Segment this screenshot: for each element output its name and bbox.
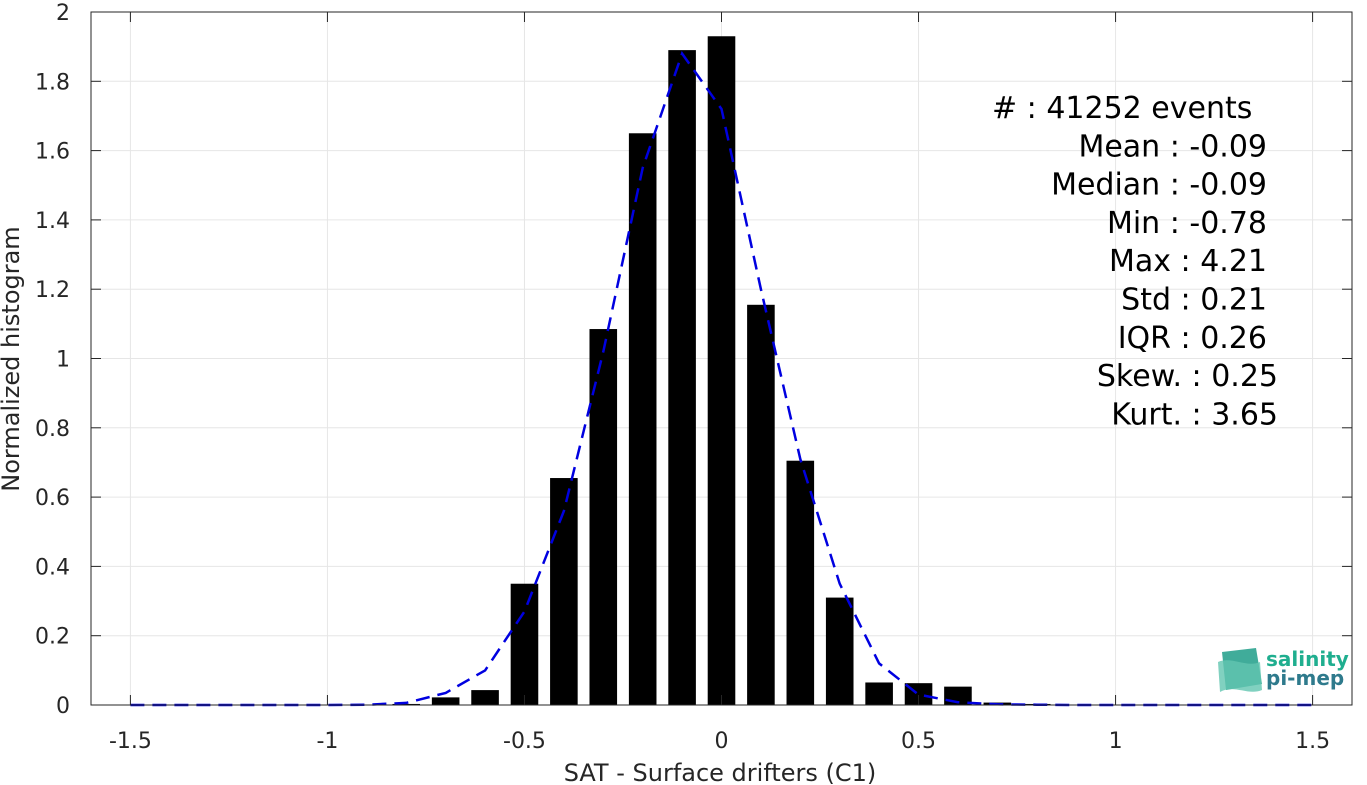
y-tick-label: 1.6 xyxy=(35,140,70,165)
histogram-bar xyxy=(431,697,460,705)
x-tick-label: 0.5 xyxy=(901,729,936,754)
logo-text-salinity: salinity xyxy=(1266,647,1349,671)
y-axis-label: Normalized histogram xyxy=(0,226,25,491)
y-tick-label: 1.4 xyxy=(35,209,70,234)
x-tick-label: 1 xyxy=(1109,729,1123,754)
x-tick-label: -0.5 xyxy=(503,729,546,754)
histogram-bar xyxy=(668,50,696,706)
histogram-bar xyxy=(786,460,815,705)
salinity-pi-mep-logo: salinity pi-mep xyxy=(1218,647,1349,692)
stat-events: # : 41252 events xyxy=(992,91,1252,126)
stat-max: Max : 4.21 xyxy=(1109,244,1267,279)
histogram-bar xyxy=(589,329,618,705)
y-tick-label: 0 xyxy=(56,694,70,719)
stat-min: Min : -0.78 xyxy=(1107,206,1267,241)
x-tick-label: 1.5 xyxy=(1295,729,1330,754)
y-tick-label: 1.2 xyxy=(35,278,70,303)
y-tick-labels: 0 0.2 0.4 0.6 0.8 1 1.2 1.4 1.6 1.8 2 xyxy=(35,1,70,719)
stat-mean: Mean : -0.09 xyxy=(1078,129,1267,164)
x-tick-label: 0 xyxy=(715,729,729,754)
stat-skew: Skew. : 0.25 xyxy=(1097,359,1278,394)
y-tick-label: 1 xyxy=(56,348,70,373)
x-tick-label: -1.5 xyxy=(109,729,152,754)
stat-median: Median : -0.09 xyxy=(1051,168,1267,203)
y-tick-label: 0.8 xyxy=(35,417,70,442)
histogram-bar xyxy=(825,597,854,705)
stat-kurt: Kurt. : 3.65 xyxy=(1111,397,1278,432)
axis-ticks xyxy=(91,11,1352,706)
stat-std: Std : 0.21 xyxy=(1121,283,1267,318)
x-tick-label: -1 xyxy=(316,729,338,754)
y-tick-label: 0.6 xyxy=(35,486,70,511)
y-tick-label: 0.2 xyxy=(35,625,70,650)
histogram-bar xyxy=(510,583,539,705)
logo-mark-wave xyxy=(1218,660,1262,692)
histogram-bar xyxy=(392,703,421,705)
fit-curve xyxy=(130,50,1313,707)
x-axis-label: SAT - Surface drifters (C1) xyxy=(564,759,877,785)
histogram-bar xyxy=(865,682,893,705)
y-tick-label: 0.4 xyxy=(35,555,70,580)
histogram-bar xyxy=(707,36,736,705)
histogram-bars xyxy=(392,36,1090,706)
histogram-bar xyxy=(550,478,578,705)
x-tick-labels: -1.5 -1 -0.5 0 0.5 1 1.5 xyxy=(109,729,1330,754)
y-tick-label: 2 xyxy=(56,1,70,26)
logo-text-pi-mep: pi-mep xyxy=(1266,666,1344,690)
y-tick-label: 1.8 xyxy=(35,70,70,95)
histogram-bar xyxy=(747,304,775,705)
histogram-bar xyxy=(471,690,499,705)
histogram-bar xyxy=(628,133,657,705)
stat-iqr: IQR : 0.26 xyxy=(1118,321,1267,356)
